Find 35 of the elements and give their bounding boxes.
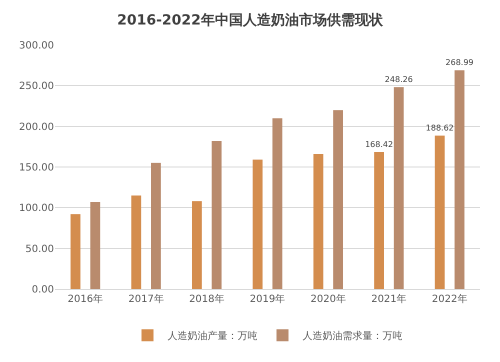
y-tick-label: 250.00 xyxy=(19,81,54,92)
y-tick-label: 300.00 xyxy=(19,40,54,52)
bar xyxy=(252,160,263,289)
bar xyxy=(272,118,282,289)
bar xyxy=(434,136,445,289)
bar xyxy=(131,195,142,289)
bar xyxy=(394,87,404,289)
bar xyxy=(333,110,344,289)
bar xyxy=(454,70,464,289)
y-tick-label: 150.00 xyxy=(19,162,54,174)
x-tick-label: 2016年 xyxy=(68,293,104,305)
y-tick-label: 200.00 xyxy=(19,122,54,133)
x-tick-label: 2017年 xyxy=(128,293,164,305)
chart-title: 2016-2022年中国人造奶油市场供需现状 xyxy=(117,11,384,28)
data-label: 168.42 xyxy=(365,140,394,150)
bar xyxy=(192,201,202,289)
legend-label: 人造奶油需求量：万吨 xyxy=(302,330,402,342)
x-tick-label: 2019年 xyxy=(250,293,286,305)
bar xyxy=(70,214,80,289)
x-tick-label: 2018年 xyxy=(189,293,225,305)
data-label: 188.62 xyxy=(426,124,454,133)
x-tick-label: 2021年 xyxy=(371,293,407,305)
bar xyxy=(374,152,384,289)
bar xyxy=(90,202,100,289)
y-tick-label: 50.00 xyxy=(25,244,54,255)
x-tick-label: 2022年 xyxy=(432,293,468,305)
data-label: 248.26 xyxy=(384,75,413,84)
data-label: 268.99 xyxy=(446,58,474,68)
bar xyxy=(313,154,324,289)
bar xyxy=(151,162,161,289)
legend-label: 人造奶油产量：万吨 xyxy=(168,330,258,342)
y-tick-label: 100.00 xyxy=(19,203,54,214)
x-tick-label: 2020年 xyxy=(310,293,346,305)
bar xyxy=(212,140,222,289)
y-tick-label: 0.00 xyxy=(32,284,54,296)
